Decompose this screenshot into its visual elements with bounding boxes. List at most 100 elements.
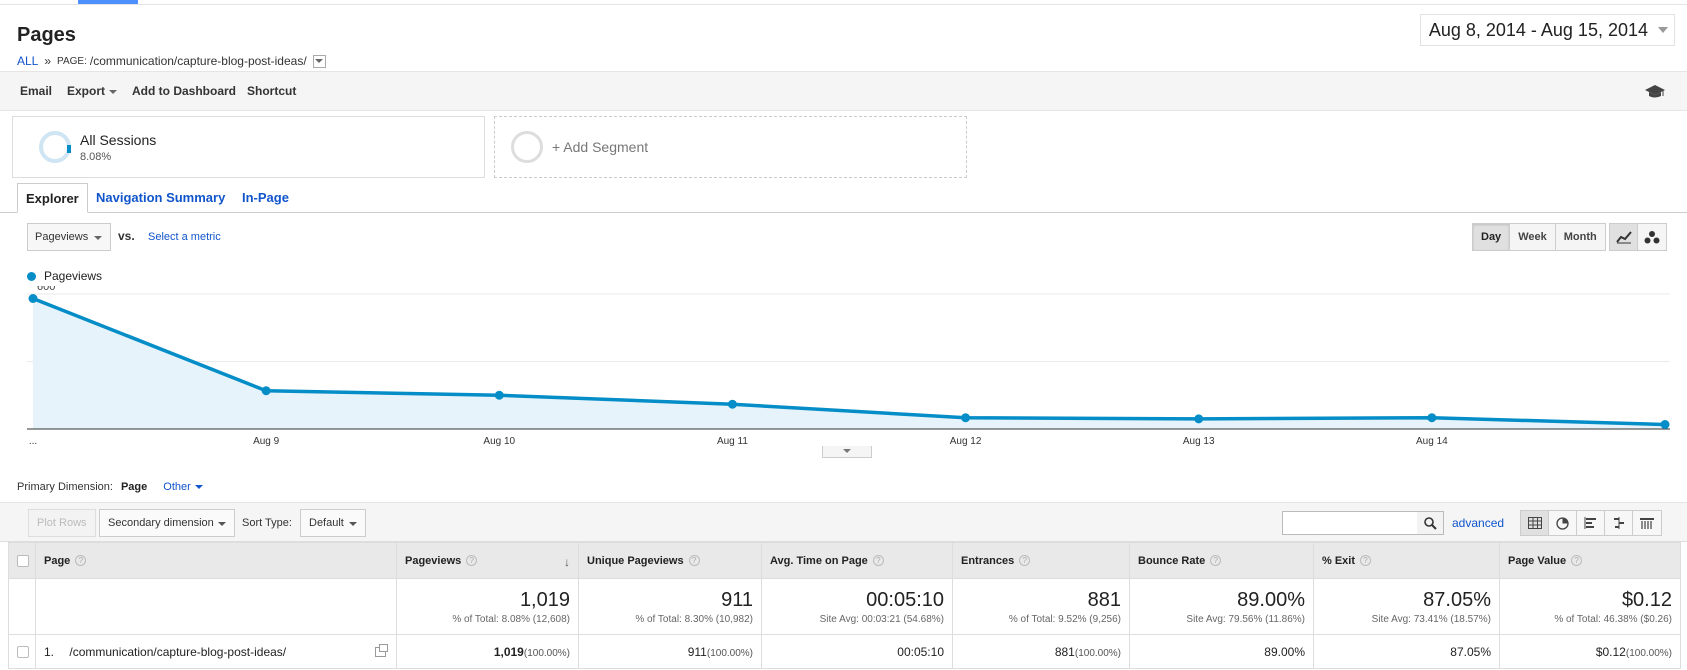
email-button[interactable]: Email bbox=[20, 84, 53, 98]
column-header-page[interactable]: Page? bbox=[35, 542, 397, 579]
dimension-page[interactable]: Page bbox=[120, 481, 148, 493]
breadcrumb-all-link[interactable]: ALL bbox=[17, 54, 39, 68]
grid-view-icon bbox=[1527, 517, 1542, 529]
help-icon[interactable]: ? bbox=[1360, 555, 1372, 567]
percentage-view-button[interactable] bbox=[1549, 511, 1577, 535]
series-line-pageviews bbox=[32, 296, 1666, 427]
row-bounce-rate: 89.00% bbox=[1129, 634, 1314, 669]
graduation-cap-icon[interactable] bbox=[1645, 84, 1665, 100]
add-segment-label: + Add Segment bbox=[552, 139, 649, 155]
x-tick-label: Aug 11 bbox=[717, 436, 748, 447]
row-checkbox[interactable] bbox=[17, 646, 29, 659]
column-header-pageviews[interactable]: Pageviews? ↓ bbox=[396, 542, 579, 579]
external-link-icon[interactable] bbox=[375, 644, 388, 657]
totals-row: 1,019% of Total: 8.08% (12,608) 911% of … bbox=[8, 578, 1681, 635]
advanced-filter-link[interactable]: advanced bbox=[1452, 516, 1505, 530]
breadcrumb: ALL » PAGE: /communication/capture-blog-… bbox=[17, 54, 326, 68]
help-icon[interactable]: ? bbox=[1210, 555, 1222, 567]
column-header-avg-time-on-page[interactable]: Avg. Time on Page? bbox=[761, 542, 953, 579]
segment-percentage: 8.08% bbox=[80, 151, 112, 163]
week-button[interactable]: Week bbox=[1510, 224, 1556, 250]
column-header-exit[interactable]: % Exit? bbox=[1313, 542, 1500, 579]
help-icon[interactable]: ? bbox=[688, 555, 700, 567]
metric-dropdown-label: Pageviews bbox=[35, 231, 89, 243]
column-header-bounce-rate[interactable]: Bounce Rate? bbox=[1129, 542, 1314, 579]
breadcrumb-separator: » bbox=[44, 54, 52, 68]
totals-empty-cell bbox=[8, 578, 36, 635]
column-header-entrances[interactable]: Entrances? bbox=[952, 542, 1130, 579]
motion-chart-button[interactable] bbox=[1638, 224, 1666, 250]
data-table-view-button[interactable] bbox=[1521, 511, 1549, 535]
table-search-button[interactable] bbox=[1417, 511, 1444, 535]
row-exit: 87.05% bbox=[1313, 634, 1500, 669]
top-tab-strip bbox=[0, 0, 1687, 5]
primary-dimension-bar: Primary Dimension: Page Other bbox=[17, 481, 203, 493]
row-page-cell: 1. /communication/capture-blog-post-idea… bbox=[35, 634, 397, 669]
help-icon[interactable]: ? bbox=[466, 555, 478, 567]
tab-navigation-summary[interactable]: Navigation Summary bbox=[96, 190, 226, 205]
day-button[interactable]: Day bbox=[1473, 224, 1511, 250]
add-to-dashboard-button[interactable]: Add to Dashboard bbox=[132, 84, 236, 98]
help-icon[interactable]: ? bbox=[872, 555, 884, 567]
line-chart-icon bbox=[1615, 231, 1632, 244]
help-icon[interactable]: ? bbox=[1019, 555, 1031, 567]
sort-descending-icon: ↓ bbox=[564, 555, 570, 569]
column-header-page-value[interactable]: Page Value? bbox=[1499, 542, 1681, 579]
sort-type-dropdown[interactable]: Default bbox=[300, 509, 366, 537]
row-page-value: $0.12(100.00%) bbox=[1499, 634, 1681, 669]
shortcut-button[interactable]: Shortcut bbox=[247, 84, 297, 98]
comparison-icon bbox=[1613, 517, 1624, 529]
select-metric-link[interactable]: Select a metric bbox=[148, 231, 221, 243]
segment-ring-icon bbox=[39, 131, 71, 163]
report-tabs: Explorer Navigation Summary In-Page bbox=[0, 183, 1687, 213]
data-point bbox=[1194, 414, 1204, 424]
tab-explorer[interactable]: Explorer bbox=[17, 183, 88, 213]
secondary-dimension-dropdown[interactable]: Secondary dimension bbox=[99, 509, 235, 537]
x-tick-label: Aug 9 bbox=[253, 436, 280, 447]
sort-type-label: Sort Type: bbox=[242, 517, 292, 529]
table-row: 1. /communication/capture-blog-post-idea… bbox=[8, 634, 1681, 669]
table-toolbar: Plot Rows Secondary dimension Sort Type:… bbox=[0, 502, 1687, 542]
tab-in-page[interactable]: In-Page bbox=[242, 190, 289, 205]
help-icon[interactable]: ? bbox=[75, 555, 87, 567]
pivot-view-button[interactable] bbox=[1633, 511, 1661, 535]
breadcrumb-dropdown[interactable] bbox=[312, 54, 326, 68]
export-button[interactable]: Export bbox=[67, 84, 118, 98]
data-point bbox=[28, 294, 38, 303]
chevron-down-icon bbox=[843, 449, 851, 453]
dimension-other-label: Other bbox=[163, 481, 191, 493]
breadcrumb-page-value: /communication/capture-blog-post-ideas/ bbox=[89, 54, 307, 68]
comparison-view-button[interactable] bbox=[1605, 511, 1633, 535]
plot-rows-button[interactable]: Plot Rows bbox=[28, 509, 96, 537]
chart-legend: Pageviews bbox=[27, 269, 102, 283]
legend-label: Pageviews bbox=[44, 269, 103, 283]
help-icon[interactable]: ? bbox=[1571, 555, 1583, 567]
row-page-link[interactable]: /communication/capture-blog-post-ideas/ bbox=[69, 644, 287, 659]
total-avg-time-on-page: 00:05:10 Site Avg: 00:03:21 (54.68%) bbox=[761, 578, 953, 635]
table-search-input[interactable] bbox=[1282, 511, 1432, 535]
sort-type-value: Default bbox=[309, 517, 344, 529]
chevron-down-icon bbox=[94, 236, 102, 240]
segment-all-sessions[interactable]: All Sessions 8.08% bbox=[12, 116, 485, 178]
line-chart-button[interactable] bbox=[1610, 224, 1638, 250]
metric-dropdown[interactable]: Pageviews bbox=[27, 223, 111, 251]
select-all-cell bbox=[8, 542, 36, 579]
data-point bbox=[494, 390, 504, 400]
dimension-other-dropdown[interactable]: Other bbox=[163, 481, 203, 493]
select-all-checkbox[interactable] bbox=[17, 554, 29, 567]
x-tick-label: Aug 10 bbox=[483, 436, 515, 447]
search-icon bbox=[1423, 516, 1437, 530]
performance-view-button[interactable] bbox=[1577, 511, 1605, 535]
add-segment-button[interactable]: + Add Segment bbox=[494, 116, 967, 178]
total-unique-pageviews: 911% of Total: 8.30% (10,982) bbox=[578, 578, 762, 635]
vs-label: vs. bbox=[118, 229, 135, 243]
chart-collapse-toggle[interactable] bbox=[822, 446, 872, 458]
data-point bbox=[1660, 420, 1670, 429]
row-select-cell bbox=[8, 634, 36, 669]
breadcrumb-page-label: PAGE: bbox=[57, 55, 87, 67]
segment-name: All Sessions bbox=[80, 132, 157, 148]
date-range-picker[interactable]: Aug 8, 2014 - Aug 15, 2014 bbox=[1419, 14, 1675, 46]
column-header-unique-pageviews[interactable]: Unique Pageviews? bbox=[578, 542, 762, 579]
primary-dimension-label: Primary Dimension: bbox=[17, 481, 113, 493]
month-button[interactable]: Month bbox=[1555, 224, 1605, 250]
